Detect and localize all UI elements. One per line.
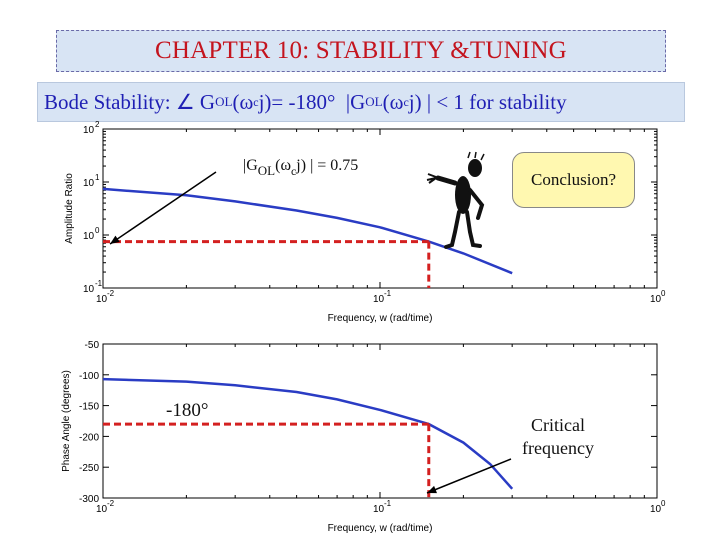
x-tick-exponent: -2 xyxy=(107,499,115,508)
omega-symbol: ω xyxy=(239,89,254,114)
x-tick-label: 10 xyxy=(373,294,385,305)
page-title: CHAPTER 10: STABILITY &TUNING xyxy=(155,37,567,64)
ratio-suffix: j) | = 0.75 xyxy=(296,157,359,174)
magnitude-arrow xyxy=(109,171,217,245)
y-tick-label: -200 xyxy=(79,432,99,443)
subtitle-banner: Bode Stability: ∠ G OL(ω c j) = -180 ° |G OL(… xyxy=(37,82,685,122)
critical-frequency-arrow xyxy=(426,458,512,494)
y-tick-exponent: 0 xyxy=(95,226,100,235)
c-subscript-2: c xyxy=(403,94,409,109)
paren-open: ( xyxy=(232,89,240,114)
g-symbol: G xyxy=(199,89,216,114)
omega-symbol-2: ω xyxy=(389,89,404,114)
angle-symbol: ∠ xyxy=(175,89,195,114)
plot-2: 10-210-1100-50-100-150-200-250-300Freque… xyxy=(61,340,666,534)
pointing-stick-figure-icon xyxy=(426,151,485,249)
conclusion-text: Conclusion? xyxy=(531,170,616,189)
y-tick-exponent: 1 xyxy=(95,173,100,182)
x-tick-exponent: 0 xyxy=(661,499,666,508)
arrow-head xyxy=(110,235,120,244)
magnitude-condition: j) | < 1 for stability xyxy=(408,89,567,114)
x-tick-label: 10 xyxy=(650,504,662,515)
x-tick-exponent: -2 xyxy=(107,289,115,298)
x-axis-label: Frequency, w (rad/time) xyxy=(328,313,433,324)
c-subscript: c xyxy=(253,94,259,109)
ratio-subscript-2: c xyxy=(290,164,297,178)
y-tick-label: -150 xyxy=(79,402,99,413)
j-close: j) xyxy=(258,89,272,114)
paren-open-2: ( xyxy=(382,89,390,114)
critical-frequency-label: Critical frequency xyxy=(508,414,608,460)
y-tick-label: 10 xyxy=(83,284,95,295)
y-tick-label: -300 xyxy=(79,494,99,505)
ol-subscript-2: OL xyxy=(365,94,383,109)
arrow-head xyxy=(427,485,437,494)
magnitude-callout: |GOL(ωcj) | = 0.75 xyxy=(243,157,358,179)
x-tick-exponent: -1 xyxy=(384,289,392,298)
ratio-mid: (ω xyxy=(275,157,291,174)
y-axis-label: Amplitude Ratio xyxy=(64,173,75,244)
x-tick-label: 10 xyxy=(96,504,108,515)
series-line-2 xyxy=(102,377,514,490)
ratio-subscript: OL xyxy=(257,163,276,178)
abs-open: |G xyxy=(345,89,366,114)
y-tick-label: -50 xyxy=(85,340,100,351)
ol-subscript: OL xyxy=(215,94,233,109)
conclusion-speech-bubble: Conclusion? xyxy=(512,152,635,208)
y-tick-label: 10 xyxy=(83,231,95,242)
y-tick-exponent: -1 xyxy=(95,279,103,288)
y-tick-label: -100 xyxy=(79,371,99,382)
x-axis-label: Frequency, w (rad/time) xyxy=(328,523,433,534)
y-tick-label: 10 xyxy=(83,125,95,136)
title-banner: CHAPTER 10: STABILITY &TUNING xyxy=(56,30,666,72)
series-line-1 xyxy=(102,187,513,275)
x-tick-label: 10 xyxy=(650,294,662,305)
y-tick-label: 10 xyxy=(83,178,95,189)
critical-line-2: frequency xyxy=(522,438,594,458)
x-tick-exponent: 0 xyxy=(661,289,666,298)
y-tick-exponent: 2 xyxy=(95,120,100,129)
x-tick-label: 10 xyxy=(96,294,108,305)
ratio-prefix: |G xyxy=(243,157,258,174)
y-tick-label: -250 xyxy=(79,463,99,474)
y-axis-label: Phase Angle (degrees) xyxy=(61,370,72,472)
x-tick-label: 10 xyxy=(373,504,385,515)
arrow-shaft xyxy=(109,171,217,245)
degree-symbol: ° xyxy=(327,89,336,114)
subtitle-prefix: Bode Stability: xyxy=(44,89,171,114)
critical-line-1: Critical xyxy=(531,415,585,435)
x-tick-exponent: -1 xyxy=(384,499,392,508)
arrow-shaft xyxy=(426,458,512,494)
phase-callout: -180° xyxy=(166,400,209,421)
phase-condition: = -180 xyxy=(271,89,328,114)
